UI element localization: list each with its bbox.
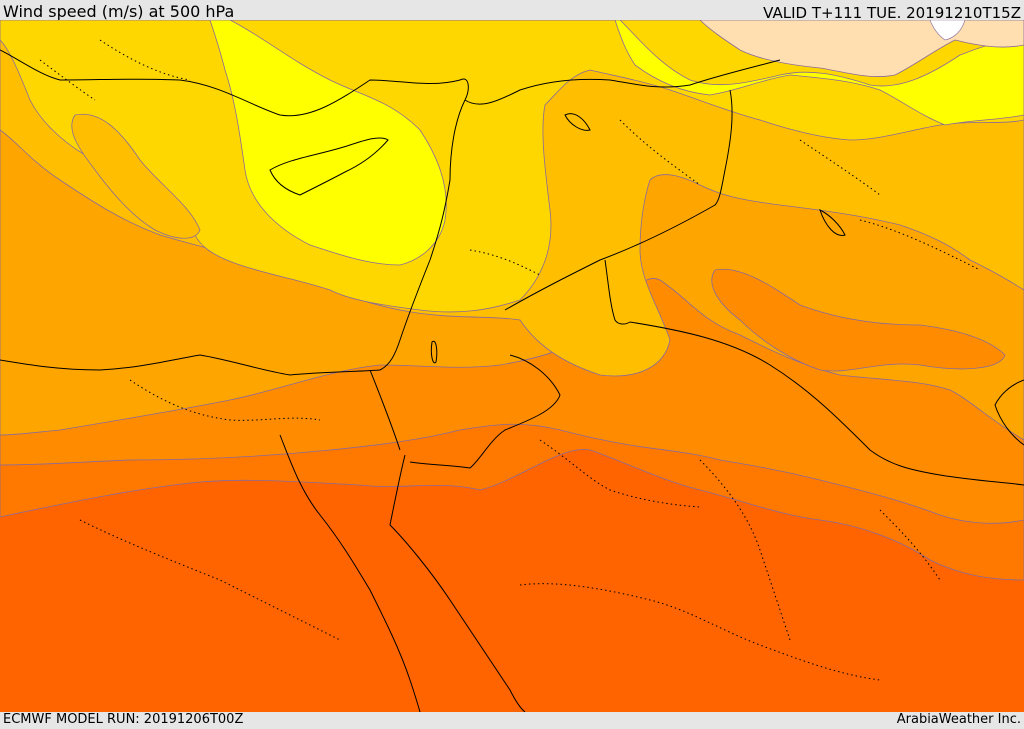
wind-speed-map bbox=[0, 20, 1024, 712]
blob-orange-east bbox=[711, 268, 1006, 372]
header-bar: Wind speed (m/s) at 500 hPa VALID T+111 … bbox=[0, 0, 1024, 22]
footer-bar: ECMWF MODEL RUN: 20191206T00Z ArabiaWeat… bbox=[0, 712, 1024, 729]
band-yellow bbox=[195, 20, 1024, 266]
credit: ArabiaWeather Inc. bbox=[896, 712, 1021, 727]
patch-white bbox=[929, 20, 966, 41]
model-run: ECMWF MODEL RUN: 20191206T00Z bbox=[3, 712, 244, 727]
blob-amber-west bbox=[71, 113, 201, 239]
valid-time: VALID T+111 TUE. 20191210T15Z bbox=[763, 4, 1021, 22]
map-title: Wind speed (m/s) at 500 hPa bbox=[3, 2, 235, 21]
admin-borders bbox=[39, 39, 981, 681]
coastlines bbox=[0, 49, 1024, 712]
